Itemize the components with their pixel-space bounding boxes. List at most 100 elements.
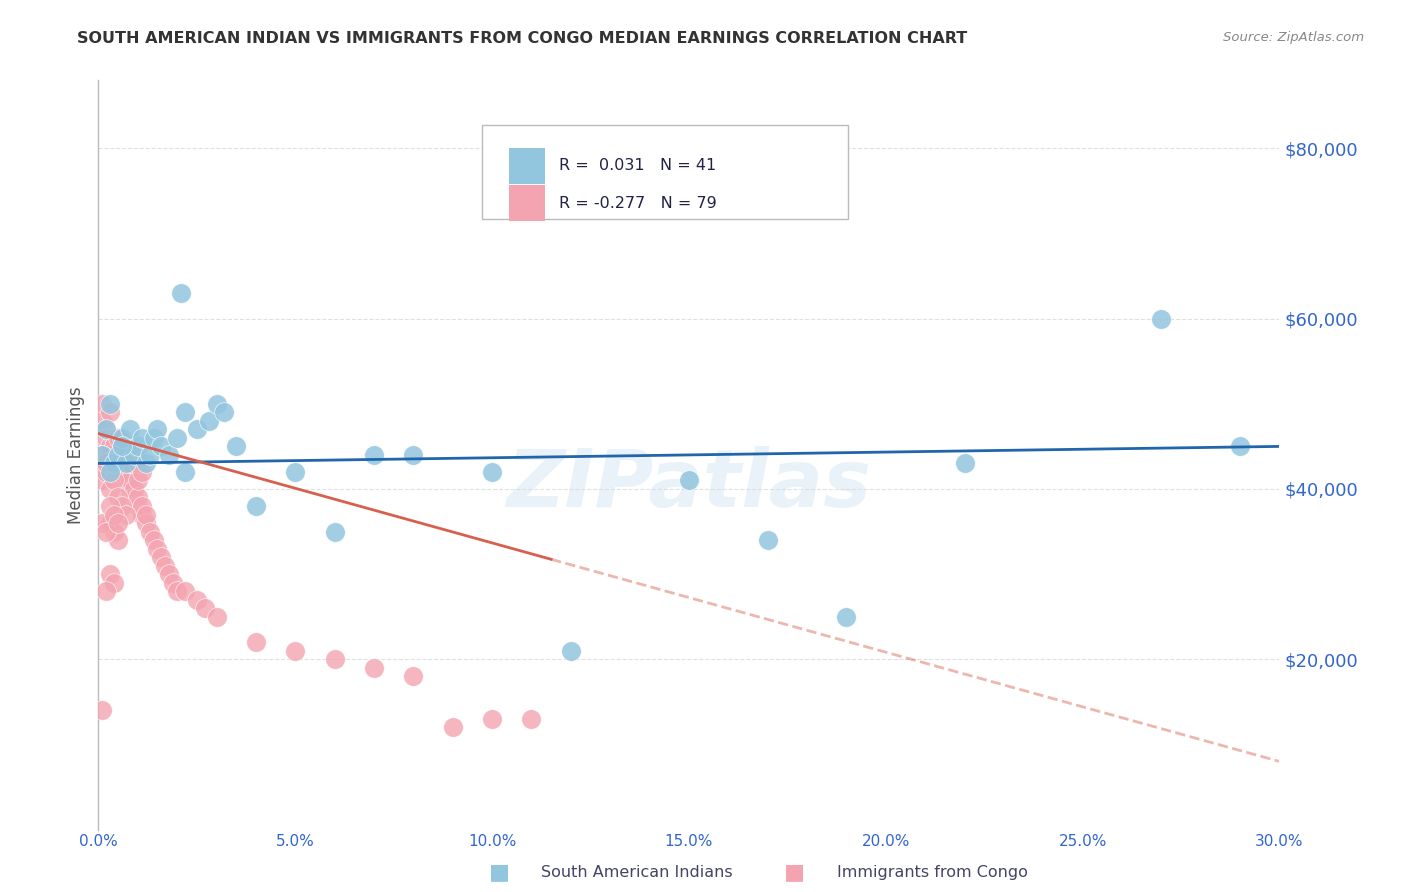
Point xyxy=(98,499,121,513)
Point xyxy=(186,422,208,436)
Point xyxy=(131,508,153,522)
Point xyxy=(118,457,141,471)
Point xyxy=(111,465,134,479)
Point xyxy=(1150,311,1173,326)
Bar xyxy=(509,148,546,184)
Point xyxy=(135,457,157,471)
Point xyxy=(284,644,307,658)
Point xyxy=(111,499,134,513)
Point xyxy=(91,703,114,717)
Text: SOUTH AMERICAN INDIAN VS IMMIGRANTS FROM CONGO MEDIAN EARNINGS CORRELATION CHART: SOUTH AMERICAN INDIAN VS IMMIGRANTS FROM… xyxy=(77,31,967,46)
Point xyxy=(115,457,138,471)
Point xyxy=(678,474,700,488)
Point xyxy=(170,286,193,301)
Point xyxy=(111,439,134,453)
Point xyxy=(103,508,125,522)
Point xyxy=(323,652,346,666)
Point xyxy=(96,457,118,471)
Point xyxy=(225,439,247,453)
Text: Immigrants from Congo: Immigrants from Congo xyxy=(837,865,1028,880)
Point xyxy=(155,558,177,573)
Point xyxy=(115,448,138,462)
Point xyxy=(953,457,976,471)
Point xyxy=(146,422,169,436)
Point xyxy=(91,448,114,462)
Point xyxy=(520,712,543,726)
Point xyxy=(98,397,121,411)
Point xyxy=(107,516,129,530)
Point xyxy=(111,457,134,471)
Point xyxy=(481,465,503,479)
Point xyxy=(96,465,118,479)
Point xyxy=(103,524,125,539)
Point xyxy=(107,457,129,471)
Point xyxy=(205,609,228,624)
Point xyxy=(103,575,125,590)
Point xyxy=(138,448,160,462)
Point xyxy=(157,448,180,462)
Point xyxy=(127,439,149,453)
Point xyxy=(91,516,114,530)
Point xyxy=(131,499,153,513)
Point xyxy=(96,524,118,539)
Point xyxy=(98,448,121,462)
Point xyxy=(150,550,173,565)
Text: ZIPatlas: ZIPatlas xyxy=(506,446,872,524)
Text: South American Indians: South American Indians xyxy=(541,865,733,880)
Point xyxy=(146,541,169,556)
Point xyxy=(127,457,149,471)
Point xyxy=(98,439,121,453)
Point xyxy=(98,567,121,582)
Text: ■: ■ xyxy=(785,863,804,882)
Point xyxy=(402,448,425,462)
Point xyxy=(103,439,125,453)
Point xyxy=(174,465,197,479)
Point xyxy=(135,508,157,522)
Point xyxy=(96,422,118,436)
Point xyxy=(96,422,118,436)
Point xyxy=(131,465,153,479)
Point xyxy=(205,397,228,411)
Point xyxy=(194,601,217,615)
Point xyxy=(96,584,118,599)
Point xyxy=(166,584,188,599)
Point xyxy=(157,567,180,582)
Point xyxy=(103,431,125,445)
Point xyxy=(103,457,125,471)
Point xyxy=(122,448,145,462)
Point xyxy=(107,431,129,445)
Point xyxy=(1229,439,1251,453)
Point xyxy=(98,465,121,479)
Point xyxy=(150,439,173,453)
Point xyxy=(107,431,129,445)
Point xyxy=(115,474,138,488)
Point xyxy=(107,533,129,547)
Point xyxy=(127,474,149,488)
Point xyxy=(142,431,165,445)
Point xyxy=(835,609,858,624)
Point xyxy=(441,720,464,734)
Point xyxy=(107,448,129,462)
Point xyxy=(98,405,121,419)
Point xyxy=(91,474,114,488)
Point xyxy=(103,474,125,488)
Point xyxy=(107,448,129,462)
Point xyxy=(245,499,267,513)
Point xyxy=(111,439,134,453)
Point xyxy=(118,422,141,436)
Point xyxy=(135,516,157,530)
Point xyxy=(98,465,121,479)
Point xyxy=(96,431,118,445)
Point xyxy=(115,465,138,479)
Point xyxy=(127,491,149,505)
Point xyxy=(162,575,184,590)
Point xyxy=(122,482,145,496)
Point xyxy=(402,669,425,683)
Text: R =  0.031   N = 41: R = 0.031 N = 41 xyxy=(560,158,716,173)
Point xyxy=(481,712,503,726)
Text: R = -0.277   N = 79: R = -0.277 N = 79 xyxy=(560,195,717,211)
Point xyxy=(131,431,153,445)
Point xyxy=(96,457,118,471)
Point xyxy=(363,448,385,462)
Point xyxy=(363,661,385,675)
